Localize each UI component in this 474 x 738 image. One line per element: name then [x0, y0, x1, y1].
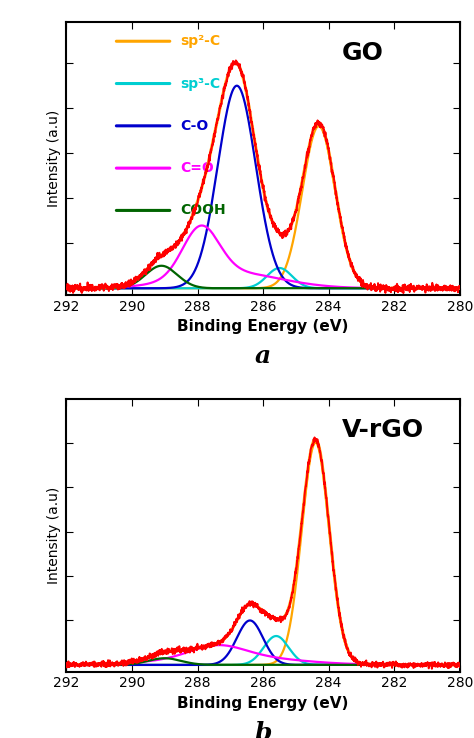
Text: sp²-C: sp²-C	[181, 34, 220, 48]
Y-axis label: Intensity (a.u): Intensity (a.u)	[47, 486, 61, 584]
Text: C=O: C=O	[181, 161, 214, 175]
X-axis label: Binding Energy (eV): Binding Energy (eV)	[177, 320, 349, 334]
Text: C-O: C-O	[181, 119, 209, 133]
Text: GO: GO	[342, 41, 383, 65]
Text: b: b	[255, 721, 272, 738]
Y-axis label: Intensity (a.u): Intensity (a.u)	[47, 110, 61, 207]
Text: a: a	[255, 344, 271, 368]
X-axis label: Binding Energy (eV): Binding Energy (eV)	[177, 696, 349, 711]
Text: V-rGO: V-rGO	[342, 418, 424, 442]
Text: COOH: COOH	[181, 204, 226, 218]
Text: sp³-C: sp³-C	[181, 77, 220, 91]
